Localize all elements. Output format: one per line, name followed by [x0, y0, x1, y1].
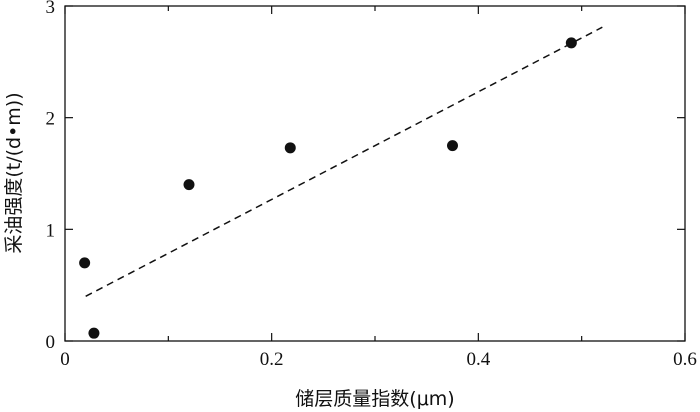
data-points [79, 37, 577, 339]
x-tick-label: 0 [60, 349, 70, 370]
data-point [565, 37, 577, 49]
y-tick-label: 2 [46, 109, 56, 130]
y-axis-title: 采油强度(t/(d•m)) [3, 92, 25, 253]
y-tick-label: 3 [46, 0, 56, 18]
y-axis: 0 1 2 3 [46, 0, 685, 353]
plot-frame [64, 5, 686, 342]
y-tick-label: 0 [46, 332, 56, 353]
data-point [183, 179, 195, 191]
data-point [284, 142, 296, 154]
x-tick-label: 0.6 [673, 349, 697, 370]
data-point [447, 140, 458, 152]
y-tick-label: 1 [46, 220, 56, 241]
data-point [79, 257, 91, 269]
x-axis-title: 储层质量指数(μm) [295, 388, 454, 410]
x-tick-label: 0.2 [260, 349, 284, 370]
trend-line [85, 26, 603, 297]
x-axis: 0 0.2 0.4 0.6 [60, 6, 697, 370]
x-tick-label: 0.4 [466, 349, 490, 370]
data-point [88, 327, 100, 339]
